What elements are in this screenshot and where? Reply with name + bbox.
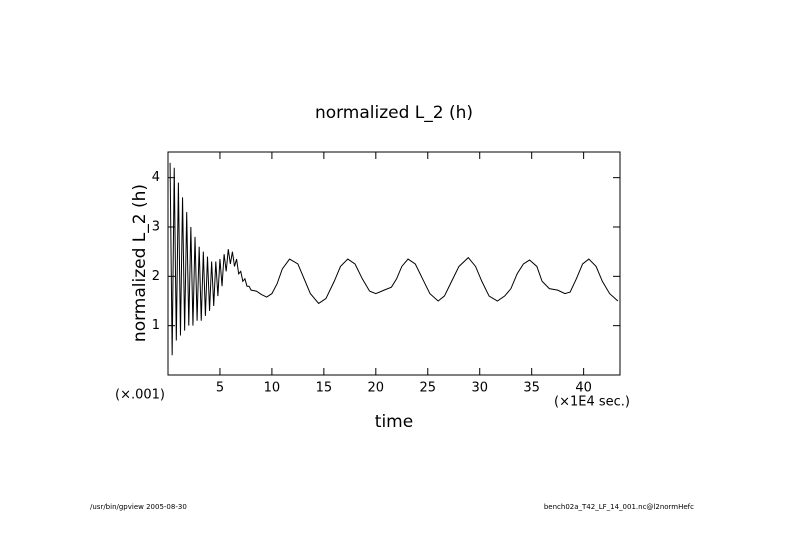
y-unit-label: (×.001) (115, 388, 165, 403)
x-tick-label: 30 (471, 381, 488, 396)
plot-frame (167, 151, 621, 376)
x-tick-label: 20 (368, 381, 385, 396)
footer-right: bench02a_T42_LF_14_001.nc@l2normHefc (544, 503, 694, 511)
data-line (169, 162, 619, 356)
x-tick-label: 40 (575, 381, 592, 396)
y-tick-label: 1 (152, 318, 160, 333)
x-tick-label: 10 (264, 381, 281, 396)
footer-left: /usr/bin/gpview 2005-08-30 (90, 503, 187, 511)
y-axis-label: normalized L_2 (h) (130, 184, 150, 342)
chart-title: normalized L_2 (h) (315, 103, 473, 123)
x-tick-label: 35 (523, 381, 540, 396)
x-tick-label: 15 (316, 381, 333, 396)
y-tick-label: 2 (152, 269, 160, 284)
y-tick-label: 4 (152, 170, 160, 185)
x-unit-label: (×1E4 sec.) (554, 395, 630, 410)
y-tick-label: 3 (152, 219, 160, 234)
x-tick-label: 5 (216, 381, 224, 396)
x-axis-label: time (375, 412, 413, 432)
x-tick-label: 25 (419, 381, 436, 396)
